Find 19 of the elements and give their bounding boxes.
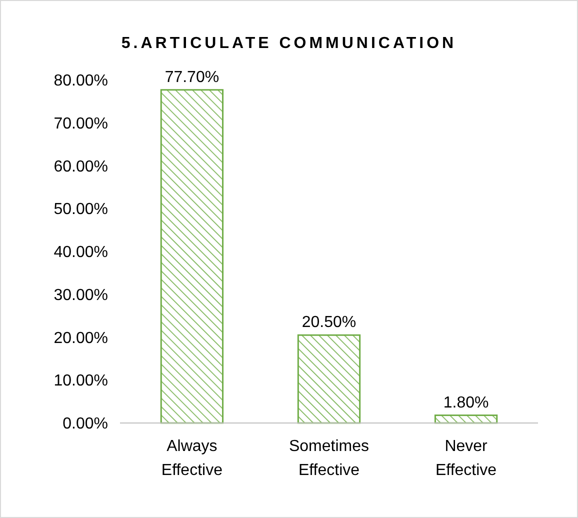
y-tick-label: 20.00% <box>54 330 108 347</box>
bar <box>297 334 361 424</box>
y-tick-label: 40.00% <box>54 244 108 262</box>
data-label: 1.80% <box>443 394 489 412</box>
y-tick-label: 30.00% <box>54 286 108 304</box>
chart-title: 5.ARTICULATE COMMUNICATION <box>121 35 457 52</box>
bar <box>160 89 224 424</box>
data-label: 77.70% <box>164 68 220 86</box>
y-tick-label: 0.00% <box>62 416 108 433</box>
x-tick-label: Sometimes Effective <box>288 438 370 479</box>
y-tick-label: 50.00% <box>54 201 108 218</box>
x-tick-label: Never Effective <box>436 438 497 479</box>
y-tick-label: 10.00% <box>54 372 108 390</box>
x-tick-label: Always Effective <box>161 438 223 479</box>
y-tick-label: 70.00% <box>54 115 108 132</box>
data-label: 20.50% <box>302 314 356 332</box>
y-tick-label: 60.00% <box>54 158 108 176</box>
bar <box>434 414 498 424</box>
y-tick-label: 80.00% <box>54 72 108 90</box>
